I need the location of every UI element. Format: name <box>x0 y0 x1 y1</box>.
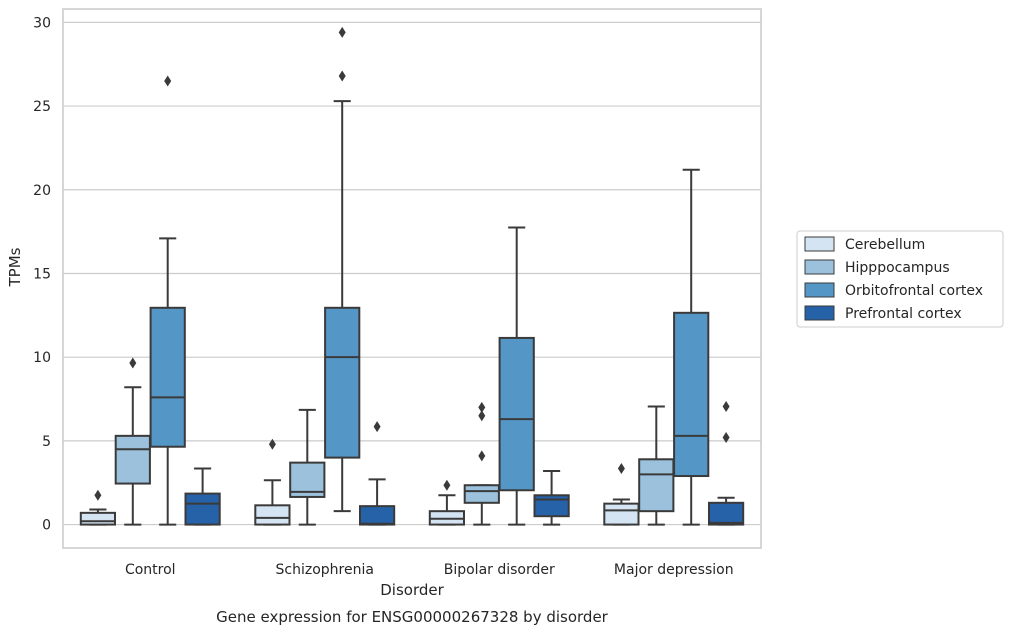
y-tick-labels: 0 5 10 15 20 25 30 <box>33 15 51 533</box>
legend-label: Hipppocampus <box>845 260 950 276</box>
box-cerebellum <box>254 438 291 526</box>
box-cerebellum <box>603 462 640 526</box>
y-axis-label: TPMs <box>6 247 24 287</box>
outlier-point <box>338 26 346 38</box>
legend-swatch <box>804 259 835 275</box>
outlier-point <box>478 401 486 413</box>
plot-frame <box>62 8 762 549</box>
outlier-point <box>94 489 102 501</box>
y-tick-label: 25 <box>33 99 51 115</box>
box-iqr <box>254 504 291 526</box>
box-iqr <box>79 511 117 526</box>
outlier-point <box>443 479 451 491</box>
y-tick-label: 30 <box>33 15 51 31</box>
chart-caption: Gene expression for ENSG00000267328 by d… <box>216 608 609 626</box>
legend-label: Prefrontal cortex <box>845 306 962 322</box>
box-prefrontal-cortex <box>358 421 396 526</box>
box-iqr <box>707 501 745 526</box>
legend-label: Cerebellum <box>845 237 925 253</box>
box-iqr <box>498 336 535 492</box>
box-cerebellum <box>79 489 117 526</box>
legend-swatch <box>804 305 835 321</box>
box-iqr <box>463 484 500 504</box>
box-orbitofrontal-cortex <box>149 75 186 526</box>
y-tick-label: 20 <box>33 183 51 199</box>
box-prefrontal-cortex <box>533 470 570 526</box>
outlier-point <box>129 357 137 369</box>
x-tick-label: Major depression <box>614 562 734 578</box>
x-tick-labels: Control Schizophrenia Bipolar disorder Majo… <box>125 562 734 578</box>
y-tick-label: 10 <box>33 350 51 366</box>
y-tick-label: 0 <box>42 518 51 534</box>
box-hipppocampus <box>638 405 675 526</box>
box-iqr <box>673 311 710 478</box>
outlier-point <box>268 438 276 450</box>
legend-swatch <box>804 236 835 252</box>
outlier-point <box>373 421 381 433</box>
box-iqr <box>603 502 640 526</box>
legend-swatch <box>804 282 835 298</box>
box-orbitofrontal-cortex <box>324 26 361 513</box>
x-tick-label: Schizophrenia <box>276 562 374 578</box>
outlier-point <box>338 70 346 82</box>
box-iqr <box>638 458 675 513</box>
outlier-point <box>478 450 486 462</box>
x-tick-label: Control <box>125 562 176 578</box>
y-tick-label: 15 <box>33 266 51 282</box>
y-tick-label: 5 <box>42 434 51 450</box>
outlier-point <box>478 410 486 422</box>
outlier-point <box>722 401 730 413</box>
box-hipppocampus <box>114 357 151 526</box>
box-prefrontal-cortex <box>707 401 745 526</box>
box-hipppocampus <box>463 401 500 526</box>
box-iqr <box>324 306 361 459</box>
box-orbitofrontal-cortex <box>673 168 710 526</box>
x-axis-label: Disorder <box>380 581 444 599</box>
box-iqr <box>114 434 151 485</box>
box-iqr <box>533 494 570 518</box>
box-orbitofrontal-cortex <box>498 226 535 526</box>
outlier-point <box>617 462 625 474</box>
legend-label: Orbitofrontal cortex <box>845 283 983 299</box>
box-iqr <box>358 505 396 526</box>
x-tick-label: Bipolar disorder <box>444 562 555 578</box>
outlier-point <box>164 75 172 87</box>
box-cerebellum <box>428 479 466 526</box>
box-hipppocampus <box>289 408 326 526</box>
legend: Cerebellum Hipppocampus Orbitofrontal cort… <box>796 230 1004 328</box>
outlier-point <box>722 432 730 444</box>
box-iqr <box>149 306 186 448</box>
box-prefrontal-cortex <box>184 467 221 526</box>
box-groups <box>79 26 745 526</box>
box-iqr <box>184 492 221 526</box>
legend-frame <box>796 230 1004 328</box>
